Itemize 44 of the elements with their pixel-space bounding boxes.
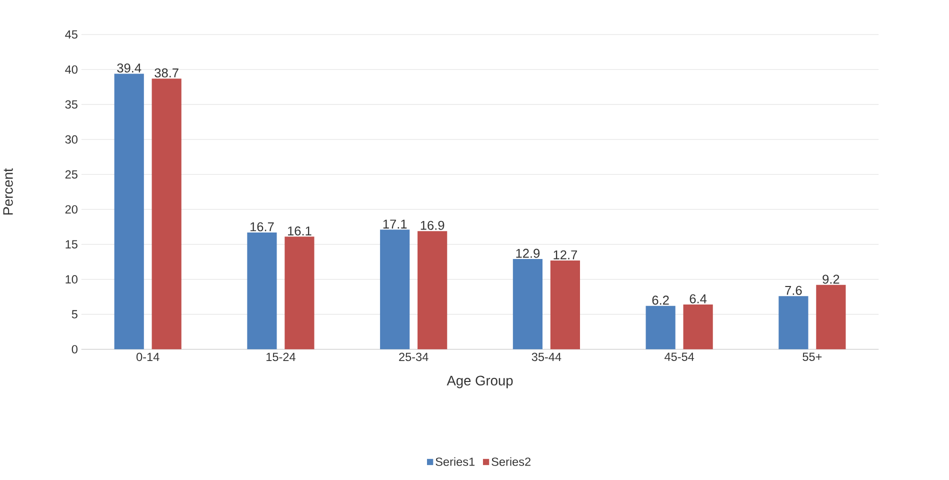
data-label: 6.4 <box>690 294 707 304</box>
legend-label: Series2 <box>492 458 530 466</box>
y-tick-label: 25 <box>65 170 78 179</box>
bar <box>550 260 580 350</box>
y-tick-label: 0 <box>72 345 78 354</box>
bar <box>380 230 410 350</box>
data-label: 12.7 <box>554 250 577 260</box>
x-tick-label: 55+ <box>802 352 822 362</box>
y-tick-label: 5 <box>72 310 78 319</box>
bar <box>418 231 448 350</box>
data-label: 7.6 <box>785 286 802 296</box>
x-tick-label: 35-44 <box>532 352 562 362</box>
data-label: 12.9 <box>516 249 540 258</box>
bar <box>512 259 543 350</box>
x-tick-label: 25-34 <box>399 352 428 362</box>
y-axis-title: Percent <box>3 168 13 215</box>
data-label: 39.4 <box>117 64 142 73</box>
bar <box>114 74 144 350</box>
y-tick-label: 45 <box>65 30 78 39</box>
bar <box>646 306 676 350</box>
data-label: 9.2 <box>822 274 840 284</box>
y-tick-label: 10 <box>66 275 78 284</box>
x-tick-label: 0-14 <box>136 352 160 362</box>
x-tick-label: 45-54 <box>664 352 694 362</box>
data-label: 16.1 <box>288 226 312 236</box>
y-tick-label: 20 <box>65 205 78 214</box>
bar <box>284 236 314 350</box>
data-label: 6.2 <box>652 296 669 305</box>
bar <box>683 304 713 350</box>
data-label: 16.9 <box>420 221 444 230</box>
bar <box>152 78 182 350</box>
data-label: 38.7 <box>154 68 178 78</box>
bar <box>778 296 808 350</box>
y-tick-label: 40 <box>65 66 78 74</box>
y-tick-label: 15 <box>66 240 78 249</box>
bar <box>816 285 846 350</box>
x-tick-label: 15-24 <box>266 352 296 362</box>
data-label: 17.1 <box>383 220 407 229</box>
x-axis-title: Age Group <box>446 376 513 388</box>
bar <box>247 232 277 350</box>
y-tick-label: 35 <box>65 100 78 109</box>
y-tick-label: 30 <box>65 136 78 144</box>
legend-label: Series1 <box>436 458 475 466</box>
data-label: 16.7 <box>250 222 274 232</box>
